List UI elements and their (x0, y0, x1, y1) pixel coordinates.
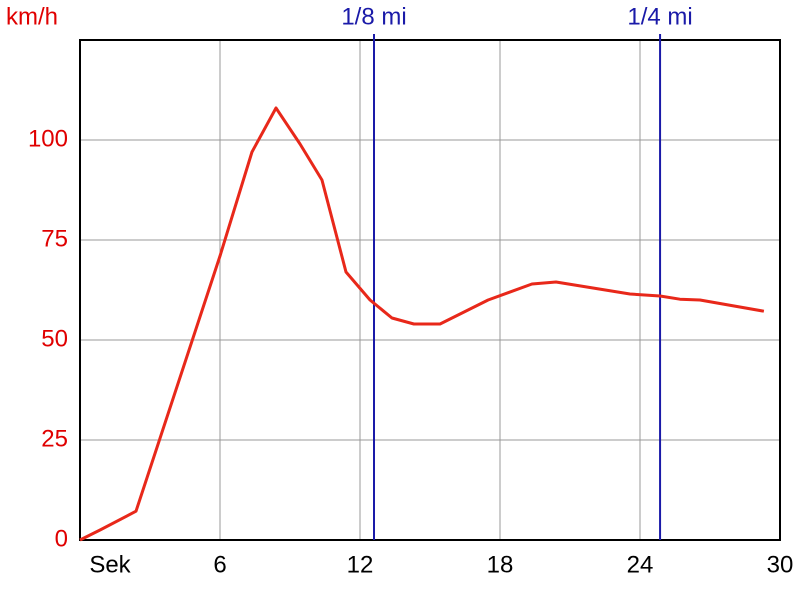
y-tick-label: 100 (28, 125, 68, 152)
y-tick-label: 0 (55, 525, 68, 552)
plot-frame (79, 39, 781, 541)
x-tick-label: 30 (767, 551, 794, 578)
x-tick-label: 18 (487, 551, 514, 578)
x-tick-label: 12 (347, 551, 374, 578)
y-tick-label: 25 (41, 425, 68, 452)
speed-line (79, 106, 765, 542)
y-tick-label: 50 (41, 325, 68, 352)
distance-marker-label: 1/4 mi (627, 3, 692, 30)
x-tick-label: 6 (213, 551, 226, 578)
x-tick-label: Sek (89, 551, 131, 578)
x-tick-label: 24 (627, 551, 654, 578)
y-tick-label: 75 (41, 225, 68, 252)
distance-marker-label: 1/8 mi (341, 3, 406, 30)
y-axis-label: km/h (6, 3, 58, 30)
